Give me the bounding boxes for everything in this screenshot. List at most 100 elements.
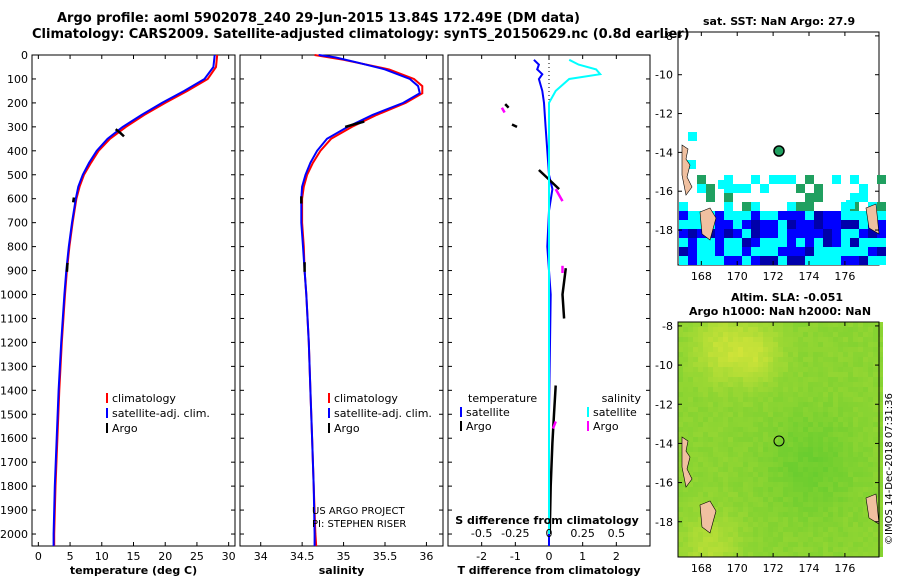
sla-pixel [843, 497, 848, 502]
sla-pixel [743, 332, 748, 337]
sst-pixel [751, 238, 760, 247]
sla-pixel [678, 472, 683, 477]
sla-pixel [708, 457, 713, 462]
sst-pixel [724, 211, 733, 220]
sla-pixel [728, 452, 733, 457]
sla-pixel [858, 497, 863, 502]
sla-pixel [743, 377, 748, 382]
sla-pixel [868, 467, 873, 472]
sla-pixel [688, 342, 693, 347]
sla-pixel [743, 542, 748, 547]
sla-pixel [788, 452, 793, 457]
sla-pixel [783, 402, 788, 407]
sla-pixel [783, 322, 788, 327]
sla-pixel [793, 552, 798, 557]
sla-pixel [718, 392, 723, 397]
sla-pixel [768, 392, 773, 397]
sst-pixel [841, 256, 850, 265]
sla-pixel [868, 402, 873, 407]
sla-pixel [728, 537, 733, 542]
sla-pixel [833, 362, 838, 367]
sst-pixel [850, 238, 859, 247]
sst-pixel [832, 247, 841, 256]
sla-pixel [878, 377, 883, 382]
sla-pixel [743, 522, 748, 527]
sla-pixel [878, 352, 883, 357]
sst-map-x-tick-label: 172 [763, 270, 784, 283]
sla-pixel [718, 417, 723, 422]
sla-pixel [823, 447, 828, 452]
sla-pixel [748, 512, 753, 517]
sla-pixel [753, 497, 758, 502]
sla-pixel [803, 452, 808, 457]
sst-pixel [814, 238, 823, 247]
sla-pixel [833, 462, 838, 467]
sla-pixel [753, 392, 758, 397]
sla-pixel [783, 457, 788, 462]
sla-pixel [698, 357, 703, 362]
sla-pixel [843, 527, 848, 532]
sla-pixel [683, 372, 688, 377]
sla-pixel [833, 392, 838, 397]
sla-pixel [803, 512, 808, 517]
sla-pixel [873, 552, 878, 557]
sla-pixel [793, 467, 798, 472]
sla-pixel [853, 442, 858, 447]
sla-pixel [868, 457, 873, 462]
sla-pixel [758, 472, 763, 477]
sla-pixel [728, 472, 733, 477]
sla-pixel [758, 482, 763, 487]
sla-pixel [808, 432, 813, 437]
sla-pixel [818, 542, 823, 547]
sla-pixel [773, 322, 778, 327]
sla-pixel [868, 407, 873, 412]
sal-x-axis-label: salinity [319, 564, 365, 577]
sla-pixel [853, 382, 858, 387]
sla-pixel [868, 347, 873, 352]
sla-pixel [793, 397, 798, 402]
sla-pixel [863, 502, 868, 507]
sla-pixel [768, 497, 773, 502]
sla-pixel [738, 532, 743, 537]
sla-pixel [728, 527, 733, 532]
sla-pixel [698, 387, 703, 392]
sla-pixel [733, 362, 738, 367]
sla-pixel [768, 377, 773, 382]
sst-pixel [742, 211, 751, 220]
sla-pixel [788, 357, 793, 362]
sst-pixel [742, 238, 751, 247]
sla-pixel [793, 457, 798, 462]
sla-pixel [818, 522, 823, 527]
sst-pixel [850, 229, 859, 238]
sla-pixel [823, 437, 828, 442]
sla-pixel [818, 382, 823, 387]
sal-satellite-diff-line [548, 58, 603, 534]
sla-pixel [833, 337, 838, 342]
sla-pixel [763, 507, 768, 512]
sla-pixel [823, 332, 828, 337]
sla-pixel [868, 352, 873, 357]
sla-pixel [698, 432, 703, 437]
sla-pixel [838, 452, 843, 457]
sla-pixel [793, 527, 798, 532]
sla-pixel [683, 537, 688, 542]
sal-argo-diff-segment [551, 421, 557, 430]
sla-pixel [803, 387, 808, 392]
sla-pixel [848, 497, 853, 502]
sla-pixel [728, 387, 733, 392]
sst-pixel [832, 229, 841, 238]
sst-pixel [805, 175, 814, 184]
sla-pixel [693, 422, 698, 427]
sla-pixel [773, 417, 778, 422]
sla-pixel [708, 372, 713, 377]
sla-pixel [853, 502, 858, 507]
sla-pixel [848, 362, 853, 367]
sla-pixel [773, 467, 778, 472]
sla-pixel [828, 337, 833, 342]
sla-pixel [693, 547, 698, 552]
sla-pixel [683, 402, 688, 407]
sla-pixel [753, 457, 758, 462]
sla-pixel [773, 362, 778, 367]
sla-pixel [858, 517, 863, 522]
sla-pixel [773, 357, 778, 362]
